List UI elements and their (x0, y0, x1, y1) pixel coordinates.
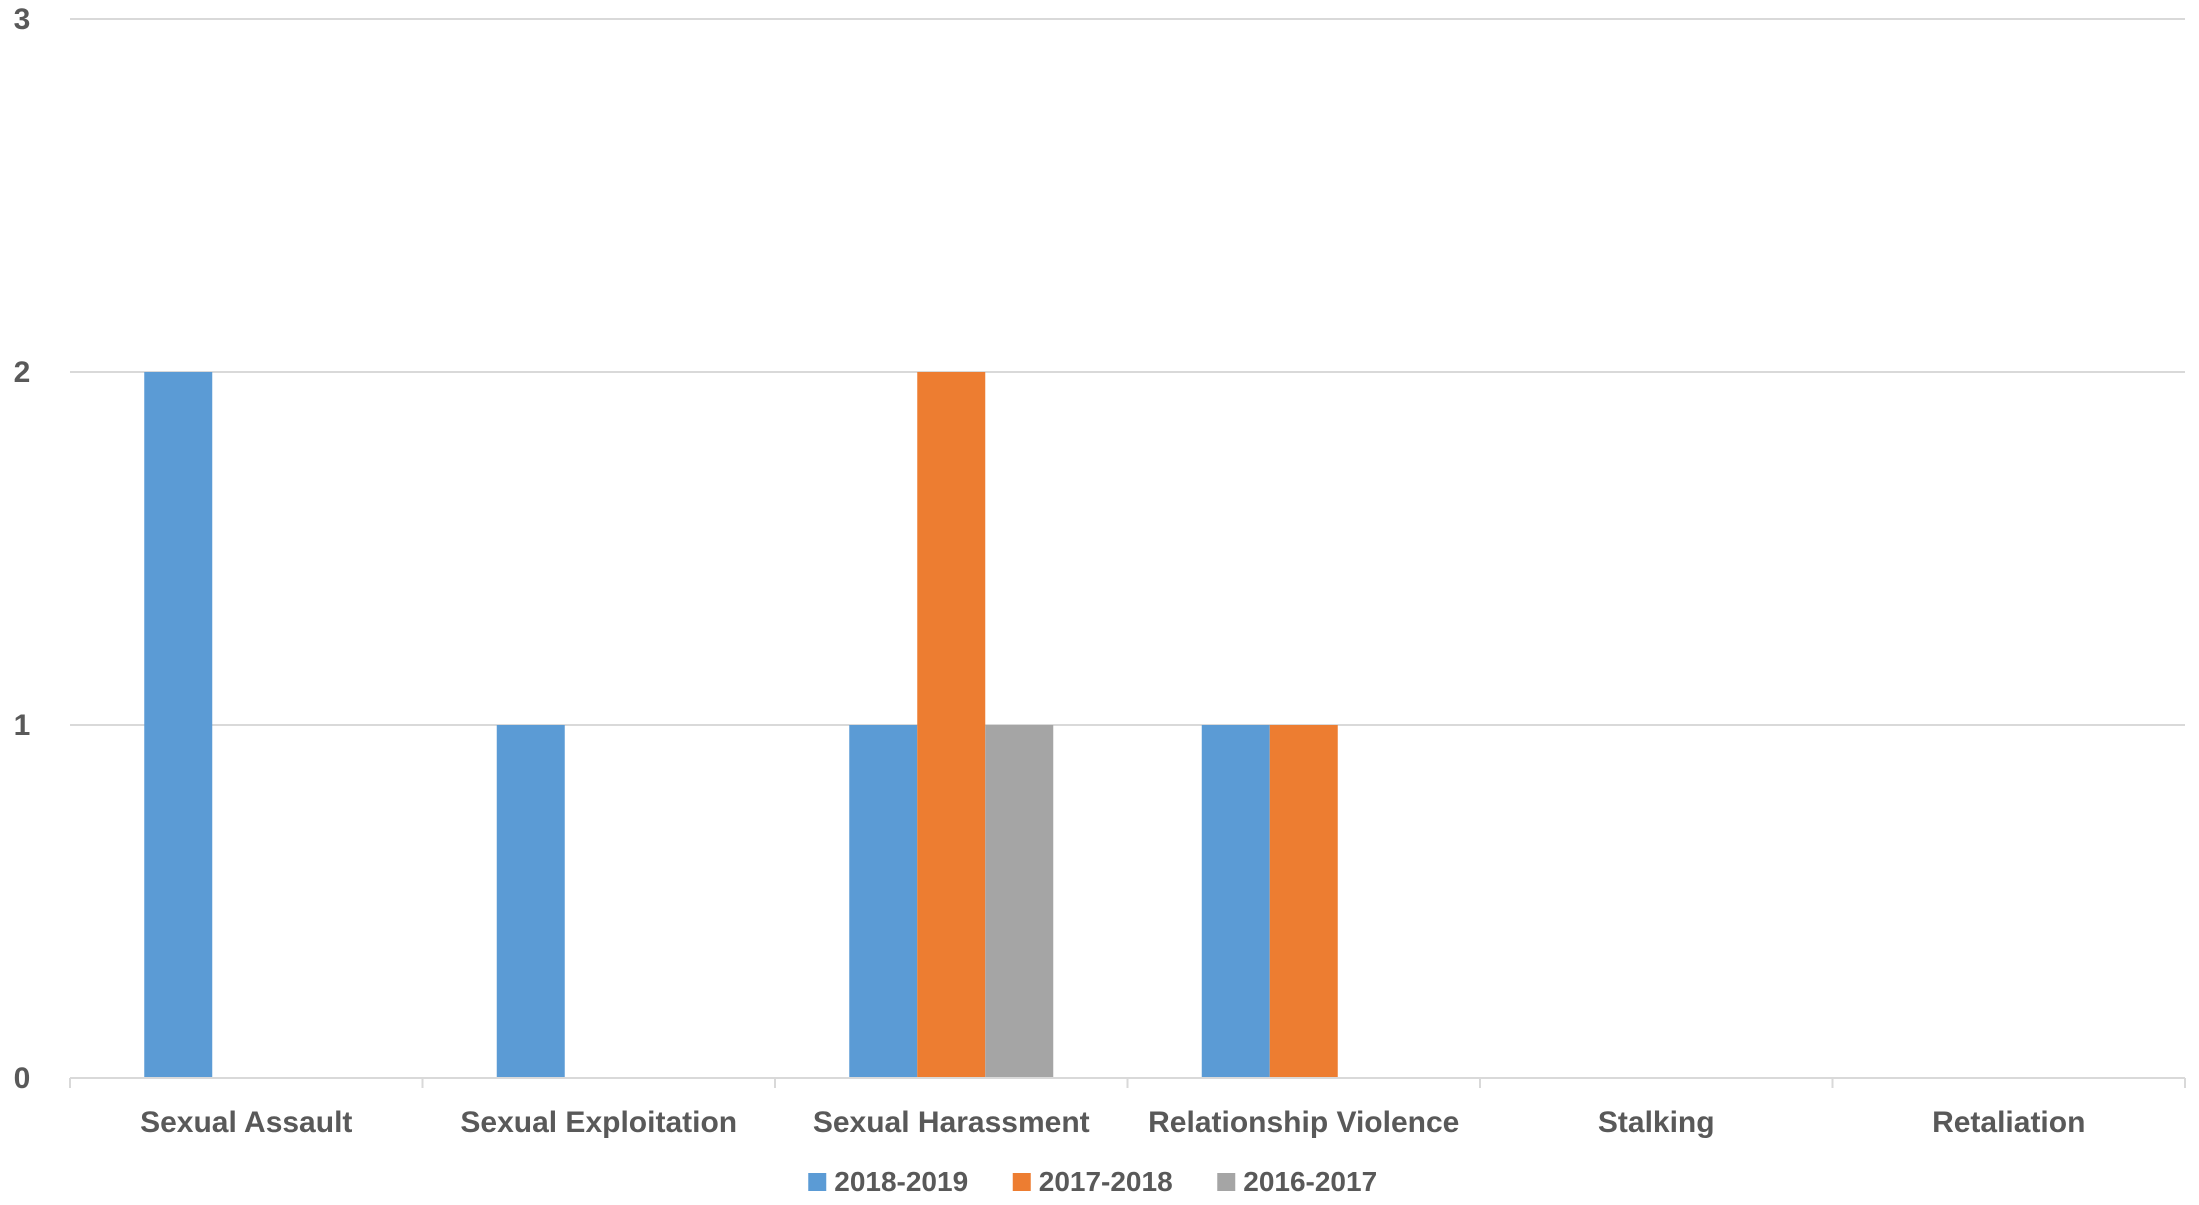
legend-swatch (1217, 1173, 1236, 1191)
legend-swatch (1012, 1173, 1031, 1191)
bar-2016-2017-sexual-harassment (985, 725, 1054, 1078)
category-label: Retaliation (1932, 1106, 2085, 1139)
category-label: Sexual Exploitation (460, 1106, 737, 1139)
bar-2018-2019-sexual-harassment (849, 725, 918, 1078)
legend-swatch (808, 1173, 827, 1191)
legend: 2018-2019 2017-2018 2016-2017 (808, 1166, 1377, 1197)
bar-2018-2019-sexual-exploitation (496, 725, 565, 1078)
y-tick-label: 0 (14, 1062, 31, 1095)
y-tick-label: 3 (14, 3, 31, 36)
bar-2017-2018-sexual-harassment (917, 372, 986, 1078)
bars (144, 372, 1338, 1078)
legend-label: 2017-2018 (1039, 1166, 1173, 1197)
category-labels: Sexual Assault Sexual Exploitation Sexual … (140, 1106, 2085, 1139)
x-axis (69, 1077, 2186, 1088)
category-label: Sexual Assault (140, 1106, 352, 1139)
gridlines (70, 18, 2185, 726)
y-tick-label: 1 (14, 709, 31, 742)
category-label: Stalking (1598, 1106, 1715, 1139)
legend-label: 2018-2019 (834, 1166, 968, 1197)
y-tick-label: 2 (14, 356, 31, 389)
bar-2018-2019-relationship-violence (1201, 725, 1270, 1078)
category-label: Sexual Harassment (813, 1106, 1090, 1139)
category-label: Relationship Violence (1148, 1106, 1459, 1139)
bar-2017-2018-relationship-violence (1269, 725, 1338, 1078)
legend-label: 2016-2017 (1243, 1166, 1377, 1197)
y-axis-ticks: 0 1 2 3 (14, 3, 31, 1095)
bar-2018-2019-sexual-assault (144, 372, 213, 1078)
